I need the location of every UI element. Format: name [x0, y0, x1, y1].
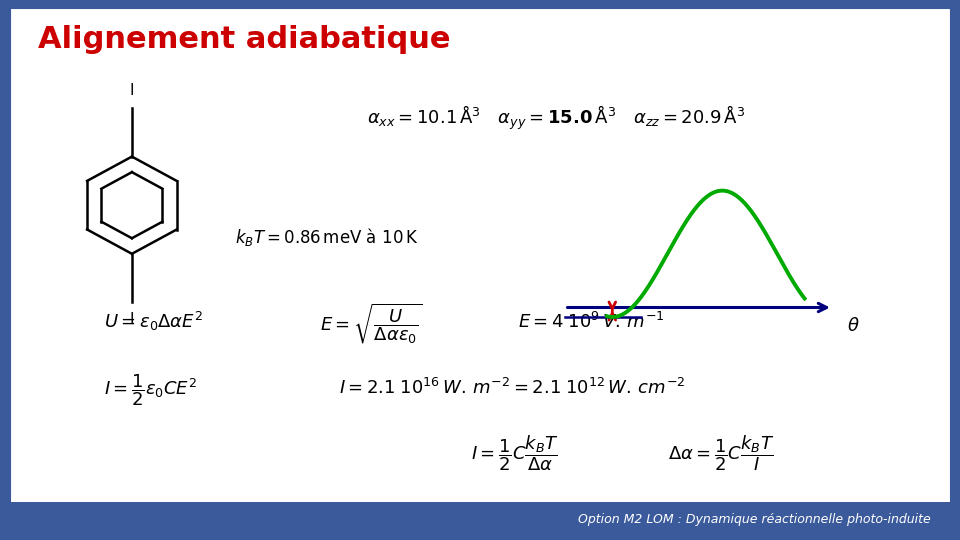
Text: $\alpha_{xx} = 10.1\,\mathrm{\AA}^3\quad \alpha_{yy} = \mathbf{15.0}\,\mathrm{\A: $\alpha_{xx} = 10.1\,\mathrm{\AA}^3\quad… [367, 104, 745, 132]
Text: $\Delta\alpha = \dfrac{1}{2}C\dfrac{k_B T}{I}$: $\Delta\alpha = \dfrac{1}{2}C\dfrac{k_B … [668, 433, 775, 473]
Text: I: I [130, 83, 134, 98]
Text: Alignement adiabatique: Alignement adiabatique [37, 25, 450, 55]
Text: $I = \dfrac{1}{2}\varepsilon_0 C E^2$: $I = \dfrac{1}{2}\varepsilon_0 C E^2$ [104, 372, 197, 408]
Text: I: I [130, 312, 134, 327]
Text: $E = \sqrt{\dfrac{U}{\Delta\alpha\varepsilon_0}}$: $E = \sqrt{\dfrac{U}{\Delta\alpha\vareps… [320, 302, 422, 347]
Text: $\theta$: $\theta$ [847, 317, 859, 335]
Text: $I = \dfrac{1}{2}C\dfrac{k_B T}{\Delta\alpha}$: $I = \dfrac{1}{2}C\dfrac{k_B T}{\Delta\a… [470, 433, 558, 473]
Text: $I = 2.1\;10^{16}\,W.\,m^{-2} = 2.1\;10^{12}\,W.\,cm^{-2}$: $I = 2.1\;10^{16}\,W.\,m^{-2} = 2.1\;10^… [339, 377, 685, 397]
Text: Option M2 LOM : Dynamique réactionnelle photo-induite: Option M2 LOM : Dynamique réactionnelle … [579, 513, 931, 526]
Text: $k_B T = 0.86\,\mathrm{meV}$ à $10\,\mathrm{K}$: $k_B T = 0.86\,\mathrm{meV}$ à $10\,\mat… [235, 226, 419, 248]
Text: $U = \varepsilon_0 \Delta\alpha E^2$: $U = \varepsilon_0 \Delta\alpha E^2$ [104, 310, 203, 333]
Text: $E = 4\;10^9\,V.\,m^{-1}$: $E = 4\;10^9\,V.\,m^{-1}$ [517, 312, 664, 332]
